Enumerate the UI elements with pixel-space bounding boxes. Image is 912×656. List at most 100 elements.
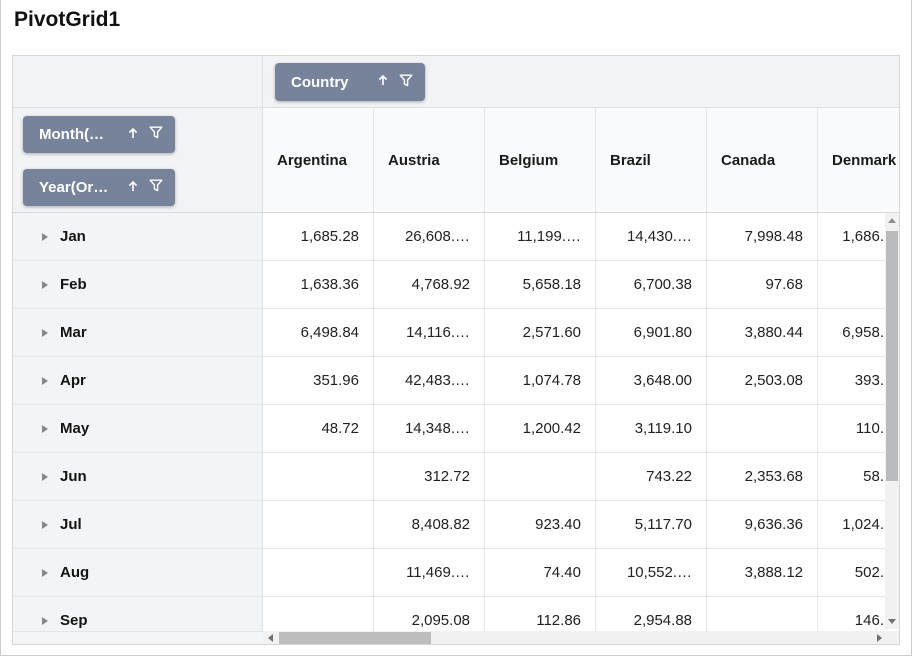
data-cell xyxy=(707,405,818,452)
data-cell: 312.72 xyxy=(374,453,485,500)
table-row: Jan 1,685.28 26,608.… 11,199.… 14,430.… 7,998… xyxy=(13,213,899,261)
month-field-label: Month(… xyxy=(39,126,104,143)
filter-funnel-icon[interactable] xyxy=(149,179,163,196)
data-cell: 6,901.80 xyxy=(596,309,707,356)
expand-arrow-icon[interactable] xyxy=(42,376,48,385)
expand-arrow-icon[interactable] xyxy=(42,472,48,481)
row-label-text: Jun xyxy=(60,468,87,485)
data-cell: 502. xyxy=(818,549,899,596)
data-cell: 1,685.28 xyxy=(263,213,374,260)
data-cell xyxy=(263,453,374,500)
data-cell: 1,638.36 xyxy=(263,261,374,308)
data-cell: 14,116.… xyxy=(374,309,485,356)
expand-arrow-icon[interactable] xyxy=(42,328,48,337)
scroll-right-icon[interactable] xyxy=(877,634,882,642)
data-cell: 1,686. xyxy=(818,213,899,260)
scrollbar-left-spacer xyxy=(13,631,263,644)
data-cell: 2,353.68 xyxy=(707,453,818,500)
data-cell: 48.72 xyxy=(263,405,374,452)
data-cell: 3,119.10 xyxy=(596,405,707,452)
month-field-button[interactable]: Month(… xyxy=(23,116,175,153)
table-row: Feb 1,638.36 4,768.92 5,658.18 6,700.38 97.68 xyxy=(13,261,899,309)
data-cell: 11,199.… xyxy=(485,213,596,260)
data-cell: 146. xyxy=(818,597,899,631)
row-label-jul[interactable]: Jul xyxy=(13,501,263,548)
data-cell: 97.68 xyxy=(707,261,818,308)
table-row: Mar 6,498.84 14,116.… 2,571.60 6,901.80 3,880… xyxy=(13,309,899,357)
expand-arrow-icon[interactable] xyxy=(42,232,48,241)
column-header-argentina: Argentina xyxy=(263,108,374,212)
row-label-sep[interactable]: Sep xyxy=(13,597,263,631)
data-cell: 74.40 xyxy=(485,549,596,596)
column-field-area xyxy=(13,56,899,108)
table-row: May 48.72 14,348.… 1,200.42 3,119.10 110. xyxy=(13,405,899,453)
row-label-text: Apr xyxy=(60,372,86,389)
column-header-brazil: Brazil xyxy=(596,108,707,212)
horizontal-scrollbar-row xyxy=(13,631,899,644)
data-cell: 923.40 xyxy=(485,501,596,548)
column-header-canada: Canada xyxy=(707,108,818,212)
data-cell xyxy=(263,597,374,631)
sort-arrow-up-icon[interactable] xyxy=(376,73,390,91)
data-cell: 5,658.18 xyxy=(485,261,596,308)
vertical-scrollbar[interactable] xyxy=(885,213,899,629)
scrollbar-corner xyxy=(887,631,899,644)
row-label-apr[interactable]: Apr xyxy=(13,357,263,404)
year-field-button[interactable]: Year(Or… xyxy=(23,169,175,206)
data-cell: 42,483.… xyxy=(374,357,485,404)
data-cell: 5,117.70 xyxy=(596,501,707,548)
column-header-denmark: Denmark xyxy=(818,108,899,212)
scroll-down-icon[interactable] xyxy=(888,619,896,624)
filter-funnel-icon[interactable] xyxy=(149,126,163,143)
expand-arrow-icon[interactable] xyxy=(42,280,48,289)
horizontal-scrollbar-thumb[interactable] xyxy=(279,632,431,644)
country-field-button[interactable]: Country xyxy=(275,63,425,101)
filter-funnel-icon[interactable] xyxy=(399,74,413,91)
data-cell: 14,348.… xyxy=(374,405,485,452)
data-cell xyxy=(707,597,818,631)
country-field-label: Country xyxy=(291,73,349,91)
page-title: PivotGrid1 xyxy=(14,8,121,31)
data-cell: 743.22 xyxy=(596,453,707,500)
data-cell: 3,648.00 xyxy=(596,357,707,404)
row-label-jan[interactable]: Jan xyxy=(13,213,263,260)
pivot-grid: Country Argentina Austria Belgium Brazil Can… xyxy=(12,55,900,645)
table-row: Sep 2,095.08 112.86 2,954.88 146. xyxy=(13,597,899,631)
scroll-up-icon[interactable] xyxy=(888,218,896,223)
expand-arrow-icon[interactable] xyxy=(42,616,48,625)
data-cell: 3,888.12 xyxy=(707,549,818,596)
horizontal-scrollbar[interactable] xyxy=(263,631,887,644)
column-headers: Argentina Austria Belgium Brazil Canada Denma… xyxy=(263,108,899,212)
vertical-scrollbar-thumb[interactable] xyxy=(886,231,898,481)
sort-arrow-up-icon[interactable] xyxy=(126,179,140,197)
expand-arrow-icon[interactable] xyxy=(42,568,48,577)
expand-arrow-icon[interactable] xyxy=(42,520,48,529)
description-area xyxy=(13,56,263,108)
data-cell: 14,430.… xyxy=(596,213,707,260)
data-rows-area: Jan 1,685.28 26,608.… 11,199.… 14,430.… 7,998… xyxy=(13,213,899,631)
data-cell: 6,700.38 xyxy=(596,261,707,308)
table-row: Jun 312.72 743.22 2,353.68 58. xyxy=(13,453,899,501)
row-label-text: Jan xyxy=(60,228,86,245)
row-label-aug[interactable]: Aug xyxy=(13,549,263,596)
data-cell: 4,768.92 xyxy=(374,261,485,308)
expand-arrow-icon[interactable] xyxy=(42,424,48,433)
row-label-jun[interactable]: Jun xyxy=(13,453,263,500)
data-cell: 7,998.48 xyxy=(707,213,818,260)
row-label-text: Mar xyxy=(60,324,87,341)
data-cell xyxy=(263,501,374,548)
scroll-left-icon[interactable] xyxy=(268,634,273,642)
row-label-feb[interactable]: Feb xyxy=(13,261,263,308)
data-cell: 2,954.88 xyxy=(596,597,707,631)
row-label-may[interactable]: May xyxy=(13,405,263,452)
year-field-label: Year(Or… xyxy=(39,179,109,196)
row-label-text: Jul xyxy=(60,516,82,533)
data-cell: 11,469.… xyxy=(374,549,485,596)
table-row: Jul 8,408.82 923.40 5,117.70 9,636.36 1,024. xyxy=(13,501,899,549)
row-label-mar[interactable]: Mar xyxy=(13,309,263,356)
sort-arrow-up-icon[interactable] xyxy=(126,126,140,144)
row-label-text: Feb xyxy=(60,276,87,293)
data-cell: 1,200.42 xyxy=(485,405,596,452)
row-label-text: Sep xyxy=(60,612,88,629)
data-cell: 2,095.08 xyxy=(374,597,485,631)
